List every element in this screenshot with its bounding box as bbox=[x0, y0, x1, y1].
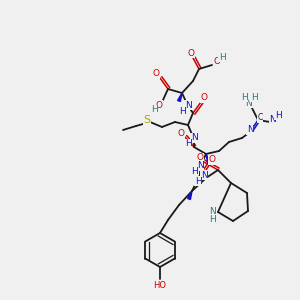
Text: H: H bbox=[151, 106, 158, 115]
Text: HO: HO bbox=[154, 280, 166, 290]
Text: H: H bbox=[195, 176, 201, 185]
Text: O: O bbox=[214, 58, 220, 67]
Text: H: H bbox=[219, 52, 225, 62]
Text: H: H bbox=[252, 92, 258, 101]
Text: O: O bbox=[152, 70, 160, 79]
Polygon shape bbox=[206, 154, 210, 163]
Text: C: C bbox=[257, 113, 262, 122]
Text: S: S bbox=[143, 115, 151, 125]
Polygon shape bbox=[188, 191, 192, 200]
Text: N: N bbox=[270, 116, 276, 124]
Text: N: N bbox=[190, 134, 197, 142]
Text: H: H bbox=[241, 92, 248, 101]
Text: H: H bbox=[184, 140, 191, 148]
Text: H: H bbox=[208, 214, 215, 224]
Text: N: N bbox=[208, 208, 215, 217]
Text: H: H bbox=[274, 110, 281, 119]
Text: N: N bbox=[246, 98, 252, 107]
Text: N: N bbox=[247, 125, 254, 134]
Text: O: O bbox=[208, 155, 215, 164]
Text: O: O bbox=[178, 128, 184, 137]
Text: N: N bbox=[184, 100, 191, 109]
Text: H: H bbox=[190, 167, 197, 176]
Text: O: O bbox=[188, 49, 194, 58]
Polygon shape bbox=[178, 93, 182, 101]
Text: O: O bbox=[200, 94, 208, 103]
Text: N: N bbox=[201, 170, 207, 179]
Text: O: O bbox=[155, 100, 163, 109]
Text: H: H bbox=[178, 106, 185, 116]
Text: O: O bbox=[196, 154, 203, 163]
Text: N: N bbox=[196, 161, 203, 170]
